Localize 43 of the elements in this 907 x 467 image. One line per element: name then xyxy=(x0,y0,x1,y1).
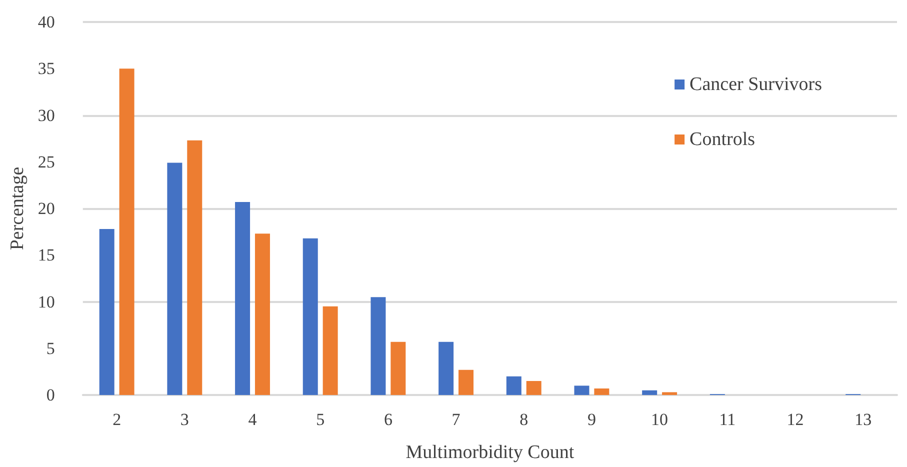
x-tick-label: 2 xyxy=(112,410,122,429)
y-axis-title: Percentage xyxy=(7,166,28,250)
bar xyxy=(322,306,338,395)
y-tick-label: 40 xyxy=(38,12,55,32)
x-tick-label: 8 xyxy=(520,410,528,429)
x-tick-label: 9 xyxy=(587,410,596,429)
x-tick-label: 6 xyxy=(384,410,392,429)
legend-label: Cancer Survivors xyxy=(690,74,822,95)
y-tick-label: 35 xyxy=(38,59,55,78)
x-tick-label: 7 xyxy=(452,410,461,429)
x-tick-label: 3 xyxy=(180,410,189,429)
y-tick-label: 5 xyxy=(46,338,55,358)
y-tick-label: 15 xyxy=(38,246,55,265)
bar xyxy=(506,376,522,395)
bar xyxy=(574,386,590,395)
x-tick-label: 11 xyxy=(719,410,736,429)
bar xyxy=(642,390,658,395)
bar xyxy=(594,388,610,395)
bar xyxy=(187,140,202,395)
y-tick-label: 30 xyxy=(38,106,55,125)
bar xyxy=(458,370,474,395)
bar xyxy=(438,342,454,395)
x-tick-label: 10 xyxy=(651,410,668,429)
bar xyxy=(119,68,134,395)
x-tick-label: 13 xyxy=(854,410,872,429)
x-tick-label: 4 xyxy=(248,410,258,429)
y-tick-label: 10 xyxy=(38,292,55,312)
bar xyxy=(302,238,318,395)
legend-label: Controls xyxy=(690,129,756,150)
bar xyxy=(235,202,250,395)
bar xyxy=(99,229,114,395)
x-tick-label: 12 xyxy=(786,410,804,429)
bar xyxy=(167,162,182,395)
bar xyxy=(390,342,406,395)
y-tick-label: 20 xyxy=(38,199,55,218)
x-tick-label: 5 xyxy=(316,410,325,429)
bar xyxy=(370,297,386,395)
x-axis-title: Multimorbidity Count xyxy=(406,442,575,463)
y-tick-label: 25 xyxy=(38,152,55,172)
y-tick-label: 0 xyxy=(46,386,55,404)
bar xyxy=(526,381,542,395)
bar xyxy=(662,392,678,395)
bar xyxy=(254,234,270,395)
